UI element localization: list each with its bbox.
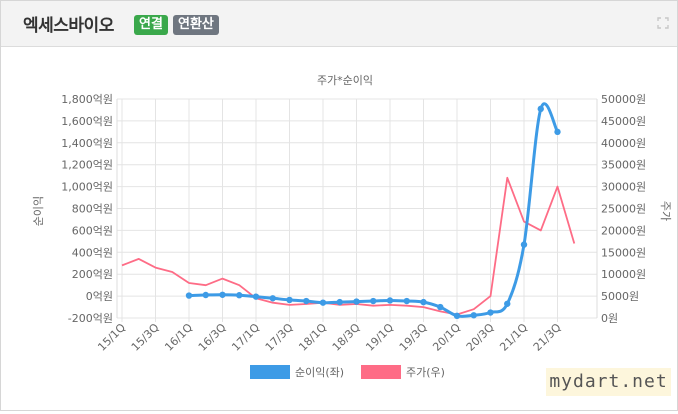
company-title: 엑세스바이오 <box>23 16 114 36</box>
legend[interactable]: 순이익(좌) 주가(우) <box>250 365 445 379</box>
x-axis-ticks: 15/1Q 15/3Q 16/1Q 16/3Q 17/1Q 17/3Q 18/1Q 18/3Q… <box>95 321 564 354</box>
left-tick-label: 1,800억원 <box>61 93 113 106</box>
x-tick-label: 18/3Q <box>330 321 363 354</box>
right-tick-label: 0원 <box>601 312 618 325</box>
left-tick-label: 200억원 <box>72 268 113 281</box>
x-tick-label: 19/1Q <box>363 321 396 354</box>
legend-label-net-income[interactable]: 순이익(좌) <box>295 366 344 379</box>
right-tick-label: 5000원 <box>601 290 639 303</box>
net-income-point <box>470 312 477 319</box>
x-tick-label: 18/1Q <box>296 321 329 354</box>
right-tick-label: 15000원 <box>601 246 646 259</box>
right-tick-label: 20000원 <box>601 224 646 237</box>
net-income-point <box>252 293 260 300</box>
left-tick-label: 1,400억원 <box>61 137 113 150</box>
x-tick-label: 17/3Q <box>263 321 296 354</box>
legend-swatch-net-income <box>250 365 290 379</box>
x-tick-label: 15/1Q <box>95 321 128 354</box>
left-tick-label: 1,000억원 <box>61 181 113 194</box>
x-tick-label: 20/1Q <box>430 321 463 354</box>
left-tick-label: 1,600억원 <box>61 115 113 128</box>
grid <box>116 98 598 322</box>
left-axis-label: 순이익 <box>32 196 45 226</box>
right-tick-label: 50000원 <box>601 93 646 106</box>
right-tick-label: 10000원 <box>601 268 646 281</box>
left-tick-label: 600억원 <box>72 224 113 237</box>
right-tick-label: 25000원 <box>601 203 646 216</box>
x-tick-label: 17/1Q <box>229 321 262 354</box>
right-tick-label: 40000원 <box>601 137 646 150</box>
net-income-point <box>353 298 360 305</box>
badge-consolidated[interactable]: 연결 <box>134 15 168 35</box>
right-axis-ticks: 0원 5000원 10000원 15000원 20000원 25000원 30000원 350… <box>601 93 646 325</box>
x-tick-label: 21/3Q <box>531 321 564 354</box>
net-income-point <box>403 297 410 305</box>
net-income-point <box>386 297 394 304</box>
x-tick-label: 16/1Q <box>162 321 195 354</box>
left-tick-label: 0억원 <box>86 290 113 303</box>
net-income-point <box>520 241 528 248</box>
net-income-series <box>185 102 561 320</box>
net-income-point <box>219 291 226 298</box>
net-income-point <box>487 309 494 316</box>
right-axis-label: 주가 <box>659 201 672 221</box>
left-axis-ticks: -200억원 0억원 200억원 400억원 600억원 800억원 1,000억원 1,20… <box>61 93 113 325</box>
net-income-point <box>504 300 511 307</box>
net-income-point <box>370 297 377 305</box>
price-series <box>121 176 576 316</box>
right-tick-label: 45000원 <box>601 115 646 128</box>
x-tick-label: 20/3Q <box>464 321 497 354</box>
left-tick-label: 1,200억원 <box>61 159 113 172</box>
chart-title: 주가*순이익 <box>317 74 373 87</box>
combo-chart: 주가*순이익 -200억원 0억원 200억원 400억원 600억원 800억원 1,00… <box>32 74 672 379</box>
x-tick-label: 21/1Q <box>497 321 530 354</box>
net-income-point <box>319 299 327 306</box>
x-tick-label: 19/3Q <box>397 321 430 354</box>
badge-annualized[interactable]: 연환산 <box>173 15 219 35</box>
price-line <box>121 176 576 316</box>
left-tick-label: -200억원 <box>68 312 113 325</box>
watermark: mydart.net <box>546 368 671 396</box>
net-income-point <box>269 295 276 302</box>
panel-header: 엑세스바이오 연결 연환산 <box>1 1 677 47</box>
left-tick-label: 800억원 <box>72 203 113 216</box>
legend-label-price[interactable]: 주가(우) <box>406 366 445 379</box>
net-income-point <box>336 298 343 306</box>
net-income-point <box>236 292 243 299</box>
left-tick-label: 400억원 <box>72 246 113 259</box>
net-income-point <box>453 312 461 320</box>
net-income-point <box>420 298 427 306</box>
net-income-point <box>437 303 444 311</box>
legend-swatch-price <box>361 365 401 379</box>
x-tick-label: 15/3Q <box>129 321 162 354</box>
net-income-point <box>185 292 193 299</box>
right-tick-label: 30000원 <box>601 181 646 194</box>
net-income-point <box>554 128 561 136</box>
net-income-point <box>537 105 544 113</box>
net-income-point <box>202 291 209 299</box>
x-tick-label: 16/3Q <box>196 321 229 354</box>
chart-area: 주가*순이익 -200억원 0억원 200억원 400억원 600억원 800억원 1,00… <box>1 47 677 410</box>
net-income-point <box>286 296 293 304</box>
expand-icon[interactable] <box>657 17 669 29</box>
net-income-point <box>303 297 310 305</box>
right-tick-label: 35000원 <box>601 159 646 172</box>
